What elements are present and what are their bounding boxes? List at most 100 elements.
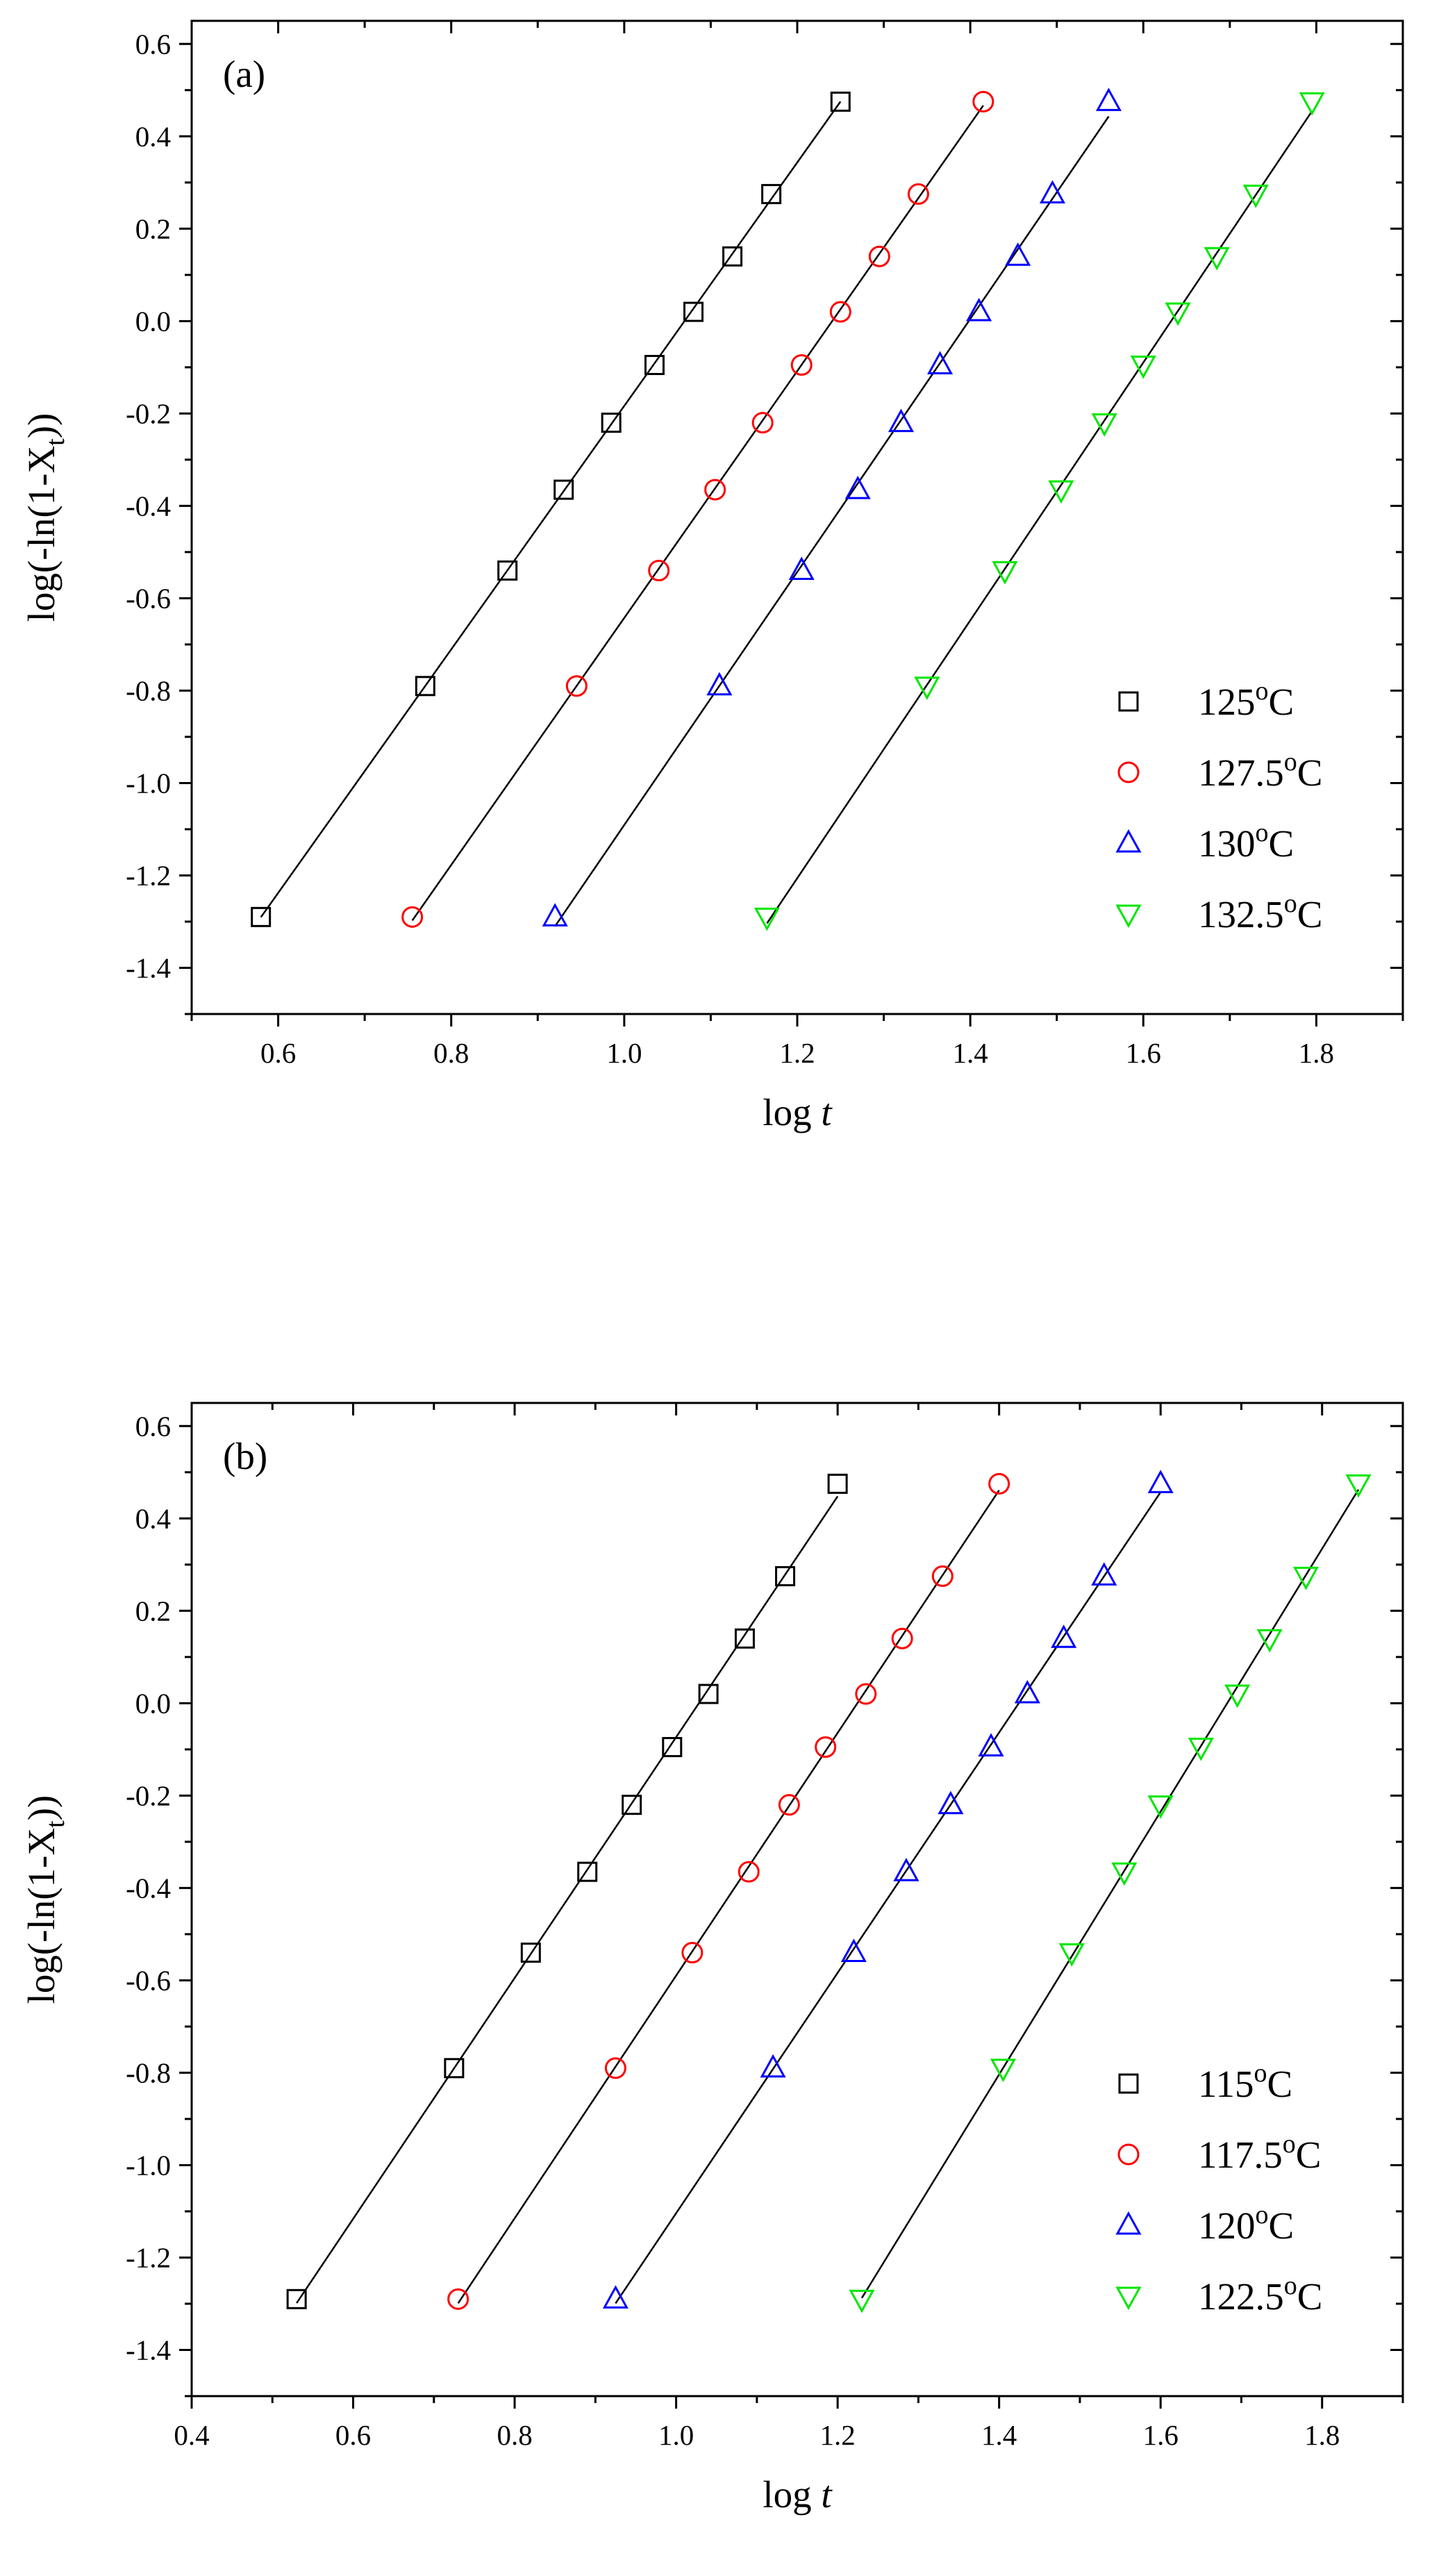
- fit-line: [615, 1491, 1162, 2304]
- legend-label-unit: C: [1269, 822, 1294, 865]
- data-point: [914, 676, 940, 700]
- data-point: [415, 676, 435, 697]
- x-tick-label: 1.2: [779, 1037, 815, 1069]
- data-point: [1130, 356, 1156, 379]
- x-tick-label: 1.0: [606, 1037, 642, 1069]
- y-tick-label: -0.4: [126, 490, 171, 522]
- legend-label-value: 132.5: [1198, 893, 1284, 936]
- y-tick-label: -1.2: [126, 2241, 171, 2273]
- legend-label: 117.5oC: [1198, 2129, 1321, 2176]
- data-point: [662, 1737, 683, 1758]
- fit-line: [260, 101, 842, 918]
- data-point: [286, 2288, 307, 2309]
- data-point: [553, 479, 574, 500]
- legend-label-degree: o: [1283, 2129, 1296, 2159]
- legend-marker: [1115, 829, 1142, 853]
- x-tick-label: 1.4: [953, 1037, 988, 1069]
- x-tick-label: 1.4: [981, 2419, 1017, 2451]
- legend-label-unit: C: [1269, 2204, 1294, 2247]
- x-axis-title-text: log: [763, 1091, 821, 1133]
- x-axis-title: log t: [763, 1091, 833, 1133]
- data-point: [722, 246, 743, 267]
- y-tick-label: 0.4: [135, 1502, 171, 1534]
- x-tick-label: 1.8: [1299, 1037, 1334, 1069]
- data-point: [738, 1861, 760, 1883]
- data-point: [751, 412, 774, 434]
- legend-label-degree: o: [1284, 747, 1297, 776]
- y-tick-label: 0.0: [135, 305, 171, 337]
- y-tick-label: -0.4: [126, 1872, 171, 1904]
- data-point: [760, 2054, 786, 2078]
- fit-line: [860, 1489, 1360, 2299]
- legend-label-degree: o: [1256, 2200, 1269, 2229]
- data-point: [601, 413, 622, 433]
- data-point: [1224, 1684, 1251, 1709]
- data-point: [988, 1472, 1010, 1495]
- y-tick-label: 0.0: [135, 1687, 171, 1719]
- x-tick-label: 1.2: [820, 2419, 856, 2451]
- data-point: [577, 1861, 598, 1882]
- y-tick-label: -0.8: [126, 674, 171, 706]
- legend-label-unit: C: [1297, 2275, 1323, 2318]
- data-point: [1014, 1679, 1040, 1704]
- fit-line: [296, 1495, 839, 2304]
- series-127-5: [401, 90, 994, 928]
- legend-label-unit: C: [1297, 893, 1323, 936]
- x-tick-label: 0.8: [497, 2419, 532, 2451]
- legend-label-unit: C: [1296, 2134, 1322, 2176]
- y-tick-label: -0.6: [126, 1964, 171, 1996]
- series-117-5: [447, 1472, 1010, 2310]
- legend-label: 120oC: [1198, 2200, 1294, 2247]
- fit-line: [411, 105, 984, 922]
- data-point: [447, 2288, 469, 2310]
- legend-label: 125oC: [1198, 676, 1294, 723]
- y-axis-title: log(-ln(1-Xt)): [20, 413, 70, 622]
- y-tick-label: -1.4: [126, 2334, 171, 2366]
- legend-label-value: 130: [1198, 822, 1256, 865]
- data-point: [1165, 302, 1191, 326]
- series-122-5: [849, 1474, 1372, 2313]
- y-axis-title-text: log(-ln(1-X: [20, 1828, 63, 2004]
- panel-label: (a): [223, 53, 265, 95]
- data-point: [927, 351, 954, 375]
- y-tick-label: -0.6: [126, 582, 171, 614]
- legend-label: 115oC: [1198, 2059, 1292, 2105]
- data-point: [681, 1941, 703, 1963]
- data-point: [1005, 242, 1031, 266]
- chart-panel-a: 0.6 0.8 1.0 1.2 1.4 1.6 1.8 -1.4 -1.2 -1.0 -0.8 -0.…: [20, 19, 1404, 1133]
- data-point: [938, 1790, 964, 1815]
- data-point: [844, 475, 871, 499]
- legend-label-value: 117.5: [1198, 2134, 1283, 2176]
- data-point: [622, 1795, 642, 1815]
- legend-label: 132.5oC: [1198, 889, 1322, 936]
- x-tick-label: 0.4: [174, 2419, 209, 2451]
- panel-label: (b): [223, 1435, 267, 1477]
- x-tick-label: 1.0: [658, 2419, 694, 2451]
- legend-label-value: 122.5: [1198, 2275, 1284, 2318]
- data-point: [1292, 1566, 1319, 1590]
- data-point: [497, 560, 518, 581]
- legend-marker: [1117, 761, 1140, 783]
- data-point: [827, 1473, 848, 1494]
- y-axis-title-end: )): [20, 413, 63, 439]
- data-point: [1147, 1470, 1174, 1493]
- data-point: [893, 1857, 919, 1881]
- legend-label-value: 115: [1198, 2063, 1254, 2105]
- data-point: [565, 675, 588, 697]
- x-axis-title: log t: [763, 2473, 833, 2516]
- data-point: [683, 301, 704, 322]
- legend-marker: [1118, 2073, 1139, 2094]
- x-axis-title-var: t: [821, 2473, 833, 2516]
- data-point: [1188, 1738, 1214, 1761]
- legend-label: 130oC: [1198, 818, 1294, 865]
- data-point: [775, 1565, 796, 1586]
- data-point: [888, 408, 915, 433]
- y-axis-title: log(-ln(1-Xt)): [20, 1795, 70, 2004]
- x-axis-title-text: log: [763, 2473, 821, 2516]
- series-120: [602, 1470, 1174, 2309]
- data-point: [840, 1938, 867, 1962]
- x-tick-label: 0.6: [260, 1037, 296, 1069]
- data-point: [1242, 184, 1269, 208]
- data-point: [704, 479, 726, 501]
